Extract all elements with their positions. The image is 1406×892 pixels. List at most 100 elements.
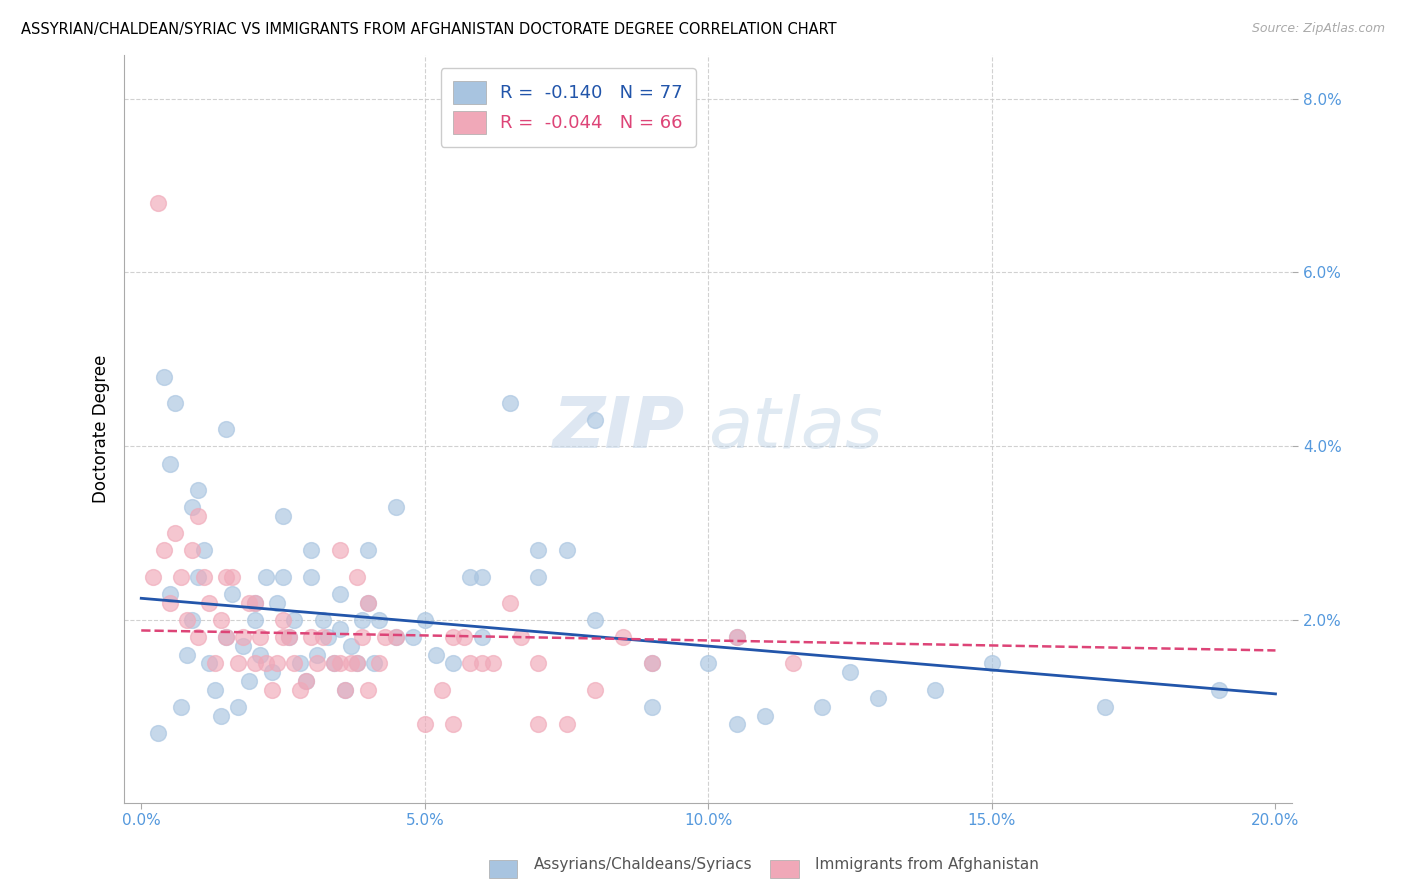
- Point: [340, 657, 363, 671]
- Point: [346, 657, 368, 671]
- Point: [142, 569, 165, 583]
- Point: [283, 613, 305, 627]
- Y-axis label: Doctorate Degree: Doctorate Degree: [93, 355, 110, 503]
- Point: [165, 526, 187, 541]
- Point: [368, 613, 391, 627]
- Point: [453, 631, 475, 645]
- Point: [363, 657, 385, 671]
- Point: [499, 596, 522, 610]
- Point: [266, 657, 288, 671]
- Point: [260, 682, 283, 697]
- Point: [725, 631, 748, 645]
- Point: [1094, 700, 1116, 714]
- Point: [583, 682, 606, 697]
- Point: [413, 717, 436, 731]
- Point: [346, 569, 368, 583]
- Point: [754, 708, 776, 723]
- Point: [640, 657, 662, 671]
- Point: [209, 708, 232, 723]
- Point: [299, 543, 322, 558]
- Point: [527, 717, 550, 731]
- Point: [204, 657, 226, 671]
- Point: [868, 691, 890, 706]
- Point: [441, 657, 464, 671]
- Legend: R =  -0.140   N = 77, R =  -0.044   N = 66: R = -0.140 N = 77, R = -0.044 N = 66: [440, 68, 696, 147]
- Point: [187, 569, 209, 583]
- Point: [159, 457, 181, 471]
- Point: [198, 596, 221, 610]
- Point: [385, 500, 408, 514]
- Point: [209, 613, 232, 627]
- Point: [335, 682, 357, 697]
- Point: [294, 673, 316, 688]
- Point: [249, 631, 271, 645]
- Point: [305, 648, 328, 662]
- Point: [243, 596, 266, 610]
- Point: [238, 596, 260, 610]
- Point: [352, 631, 374, 645]
- Point: [215, 631, 238, 645]
- Point: [612, 631, 634, 645]
- Point: [277, 631, 299, 645]
- Point: [193, 543, 215, 558]
- Point: [329, 587, 352, 601]
- Point: [470, 657, 492, 671]
- Point: [357, 596, 380, 610]
- Point: [329, 657, 352, 671]
- Point: [357, 682, 380, 697]
- Point: [226, 700, 249, 714]
- Point: [283, 657, 305, 671]
- Point: [323, 657, 346, 671]
- Point: [299, 631, 322, 645]
- Point: [176, 648, 198, 662]
- Point: [226, 657, 249, 671]
- Point: [153, 543, 176, 558]
- Point: [368, 657, 391, 671]
- Point: [266, 596, 288, 610]
- Point: [288, 682, 311, 697]
- Point: [470, 569, 492, 583]
- Point: [725, 631, 748, 645]
- Point: [299, 569, 322, 583]
- Text: ZIP: ZIP: [553, 394, 685, 463]
- Point: [402, 631, 425, 645]
- Point: [215, 569, 238, 583]
- Point: [510, 631, 533, 645]
- Point: [232, 639, 254, 653]
- Point: [294, 673, 316, 688]
- Point: [187, 483, 209, 497]
- Point: [243, 657, 266, 671]
- Point: [441, 717, 464, 731]
- Point: [555, 543, 578, 558]
- Point: [583, 413, 606, 427]
- Point: [323, 657, 346, 671]
- Point: [232, 631, 254, 645]
- Point: [385, 631, 408, 645]
- Point: [430, 682, 453, 697]
- Point: [277, 631, 299, 645]
- Point: [170, 569, 193, 583]
- Point: [527, 543, 550, 558]
- Point: [148, 726, 170, 740]
- Point: [271, 508, 294, 523]
- Point: [329, 622, 352, 636]
- Point: [148, 195, 170, 210]
- Point: [697, 657, 720, 671]
- Text: Source: ZipAtlas.com: Source: ZipAtlas.com: [1251, 22, 1385, 36]
- Point: [215, 422, 238, 436]
- Point: [176, 613, 198, 627]
- Point: [159, 587, 181, 601]
- Point: [340, 639, 363, 653]
- Point: [329, 543, 352, 558]
- Point: [243, 596, 266, 610]
- Point: [640, 700, 662, 714]
- Point: [305, 657, 328, 671]
- Point: [318, 631, 340, 645]
- Text: atlas: atlas: [709, 394, 883, 463]
- Point: [170, 700, 193, 714]
- Text: Assyrians/Chaldeans/Syriacs: Assyrians/Chaldeans/Syriacs: [534, 857, 752, 872]
- Point: [385, 631, 408, 645]
- Point: [527, 657, 550, 671]
- Point: [159, 596, 181, 610]
- Point: [335, 682, 357, 697]
